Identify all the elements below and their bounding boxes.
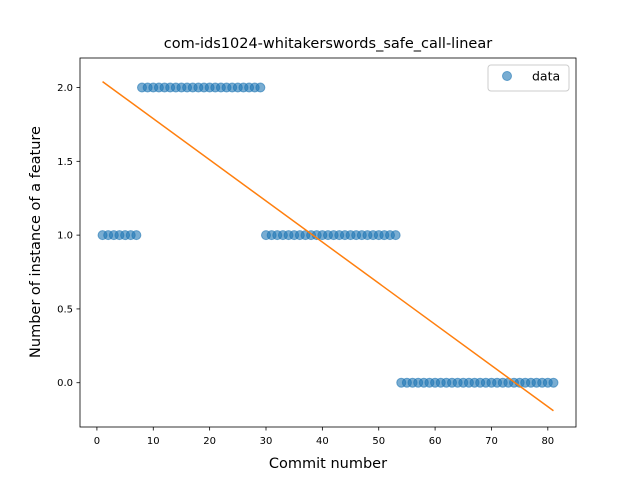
x-tick-label: 80: [541, 436, 554, 447]
fit-line: [102, 81, 554, 412]
y-tick-label: 0.5: [57, 304, 73, 315]
x-tick-label: 40: [316, 436, 329, 447]
y-tick-label: 2.0: [57, 83, 73, 94]
data-point: [548, 377, 559, 388]
legend-label-data: data: [532, 69, 560, 84]
data-point: [390, 230, 401, 241]
chart-title: com-ids1024-whitakerswords_safe_call-lin…: [164, 36, 492, 52]
data-point: [131, 230, 142, 241]
y-axis-label: Number of instance of a feature: [28, 126, 44, 358]
x-tick-label: 30: [260, 436, 273, 447]
x-axis-ticks: 0 10 20 30 40 50 60 70 80: [94, 427, 554, 447]
data-point: [255, 82, 266, 93]
legend-marker-data: [502, 71, 512, 81]
x-tick-label: 70: [485, 436, 498, 447]
y-axis-ticks: 0.0 0.5 1.0 1.5 2.0: [57, 83, 80, 389]
y-tick-label: 1.0: [57, 231, 73, 242]
y-tick-label: 0.0: [57, 378, 73, 389]
plot-marks: [97, 81, 559, 412]
plot-area-frame: [79, 57, 577, 428]
x-tick-label: 10: [147, 436, 160, 447]
x-tick-label: 50: [372, 436, 385, 447]
x-tick-label: 20: [203, 436, 216, 447]
x-axis-label: Commit number: [269, 456, 387, 472]
legend: data: [487, 64, 570, 92]
y-tick-label: 1.5: [57, 157, 73, 168]
x-tick-label: 60: [429, 436, 442, 447]
x-tick-label: 0: [94, 436, 100, 447]
